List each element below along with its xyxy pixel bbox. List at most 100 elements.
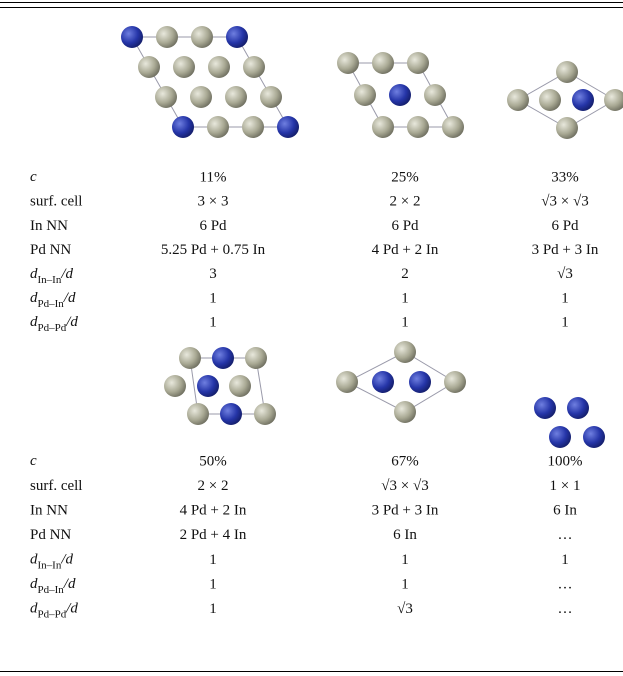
symbol: d: [30, 290, 38, 306]
subscript: In–In: [38, 559, 62, 571]
cell: 5.25 Pd + 0.75 In: [161, 242, 266, 258]
pd-atom: [354, 84, 376, 106]
pd-atom: [191, 26, 213, 48]
pd-atom: [245, 347, 267, 369]
cell: 1: [561, 552, 569, 568]
cell: 33%: [551, 169, 579, 185]
subscript: In–In: [38, 273, 62, 285]
cell: 1: [561, 315, 569, 331]
pd-atom: [442, 116, 464, 138]
symbol: c: [30, 169, 37, 185]
suffix: /d: [60, 266, 73, 282]
cell: 1: [209, 552, 217, 568]
cell: 1: [209, 576, 217, 592]
row-label: Pd NN: [30, 242, 71, 258]
cell: 6 Pd: [391, 218, 419, 234]
pd-atom: [229, 375, 251, 397]
cell: 67%: [391, 453, 419, 469]
pd-atom: [424, 84, 446, 106]
cell: 4 Pd + 2 In: [372, 242, 439, 258]
suffix: /d: [65, 601, 78, 617]
subscript: Pd–In: [38, 298, 65, 310]
cell: 100%: [548, 453, 583, 469]
row-label: dIn–In/d: [30, 266, 73, 285]
pd-atom: [207, 116, 229, 138]
row-label: dPd–In/d: [30, 290, 76, 309]
in-atom: [372, 371, 394, 393]
in-atom: [220, 403, 242, 425]
cell: 1: [209, 315, 217, 331]
cell: √3 × √3: [381, 478, 428, 494]
in-atom: [549, 426, 571, 448]
structure-images: [121, 26, 623, 448]
cell: …: [558, 601, 573, 617]
suffix: /d: [63, 576, 76, 592]
pd-atom: [507, 89, 529, 111]
pd-atom: [372, 52, 394, 74]
cell: 1: [401, 315, 409, 331]
pd-atom: [539, 89, 561, 111]
in-atom: [567, 397, 589, 419]
in-atom: [409, 371, 431, 393]
pd-atom: [254, 403, 276, 425]
cell: 6 Pd: [199, 218, 227, 234]
row-label: c: [30, 169, 37, 185]
cell: …: [558, 527, 573, 543]
cell: 2 × 2: [390, 194, 421, 210]
row-label: dPd–In/d: [30, 576, 76, 595]
symbol: d: [30, 601, 38, 617]
cell: 1: [401, 552, 409, 568]
pd-atom: [604, 89, 623, 111]
in-atom: [226, 26, 248, 48]
in-atom: [197, 375, 219, 397]
pd-atom: [138, 56, 160, 78]
suffix: /d: [60, 552, 73, 568]
cell: 3 Pd + 3 In: [372, 503, 439, 519]
suffix: /d: [65, 315, 78, 331]
in-atom: [389, 84, 411, 106]
in-atom: [212, 347, 234, 369]
symbol: d: [30, 576, 38, 592]
pd-atom: [394, 401, 416, 423]
in-atom: [172, 116, 194, 138]
pd-atom: [337, 52, 359, 74]
suffix: /d: [63, 290, 76, 306]
pd-atom: [187, 403, 209, 425]
cell: 50%: [199, 453, 227, 469]
cell: 1: [209, 290, 217, 306]
row-label: dPd–Pd/d: [30, 601, 78, 620]
cell: 11%: [200, 169, 227, 185]
cell: 4 Pd + 2 In: [180, 503, 247, 519]
cell: √3: [557, 266, 573, 282]
cell: 1 × 1: [550, 478, 581, 494]
pd-atom: [225, 86, 247, 108]
pd-atom: [155, 86, 177, 108]
row-label: In NN: [30, 218, 68, 234]
symbol: d: [30, 552, 38, 568]
pd-atom: [394, 341, 416, 363]
symbol: c: [30, 453, 37, 469]
in-atom: [277, 116, 299, 138]
row-label: surf. cell: [30, 478, 82, 494]
cell: 3: [209, 266, 217, 282]
surface-cell: [131, 36, 289, 128]
subscript: Pd–In: [38, 584, 65, 596]
cell: …: [558, 576, 573, 592]
pd-atom: [156, 26, 178, 48]
cell: 25%: [391, 169, 419, 185]
cell: 3 Pd + 3 In: [532, 242, 599, 258]
subscript: Pd–Pd: [38, 322, 67, 334]
cell: 2 Pd + 4 In: [180, 527, 247, 543]
in-atom: [534, 397, 556, 419]
pd-atom: [407, 116, 429, 138]
row-label: surf. cell: [30, 194, 82, 210]
cell: √3: [397, 601, 413, 617]
row-label: dPd–Pd/d: [30, 315, 78, 334]
symbol: d: [30, 266, 38, 282]
pd-atom: [179, 347, 201, 369]
row-label: Pd NN: [30, 527, 71, 543]
cell: 6 In: [393, 527, 417, 543]
pd-atom: [164, 375, 186, 397]
cell: 1: [561, 290, 569, 306]
